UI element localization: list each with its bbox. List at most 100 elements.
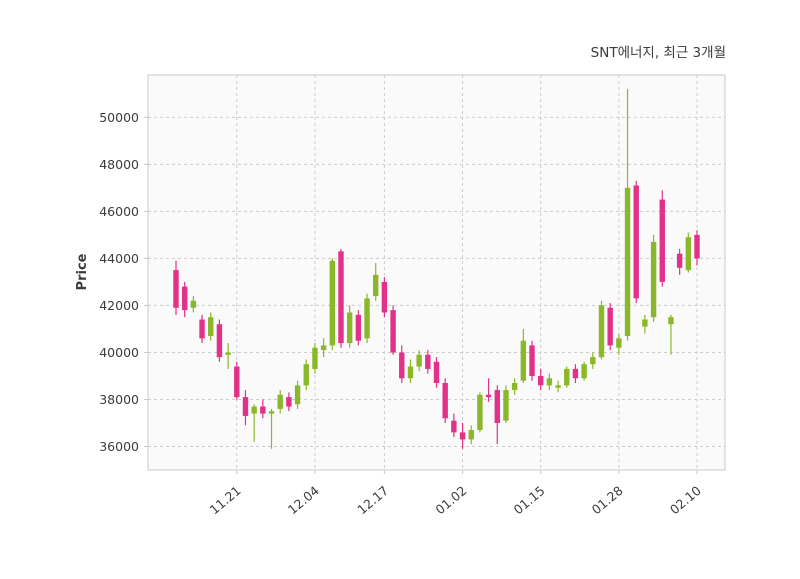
candle [477, 392, 483, 433]
candle [451, 413, 457, 438]
candle [468, 425, 474, 445]
candle-body [624, 187, 631, 336]
x-tick-label: 01.28 [589, 483, 626, 518]
candle-body [590, 357, 596, 365]
candle [572, 364, 579, 384]
candle [590, 352, 596, 369]
candle [225, 343, 231, 369]
candle [216, 319, 223, 362]
candle [320, 338, 327, 358]
y-tick-label: 50000 [99, 110, 139, 125]
candle [381, 277, 388, 318]
candle [624, 89, 631, 341]
candle [346, 305, 353, 348]
x-tick-label: 01.15 [511, 483, 548, 518]
candle [407, 359, 414, 384]
candle-body [225, 352, 231, 355]
candle [685, 232, 692, 273]
candle-body [433, 361, 440, 384]
plot-frame [147, 74, 726, 471]
candle-body [242, 397, 249, 416]
candle [442, 378, 448, 423]
candle [511, 378, 518, 395]
candle [546, 373, 553, 391]
y-tick-label: 36000 [99, 439, 139, 454]
candle-body [355, 314, 362, 341]
candle [650, 234, 657, 322]
candle-body [676, 253, 683, 268]
y-tick-label: 42000 [99, 298, 139, 313]
x-axis-ticks: 11.21 12.04 12.17 01.02 01.15 01.28 02.10 [207, 470, 704, 517]
candle [555, 380, 561, 393]
candle-body [694, 234, 700, 259]
candle [234, 361, 240, 400]
candle [694, 230, 700, 266]
candles [173, 89, 700, 449]
candle-body [390, 310, 396, 353]
candle [503, 385, 509, 423]
candle [181, 281, 188, 318]
candle [286, 392, 292, 412]
candle-body [181, 286, 188, 311]
candle-body [642, 319, 648, 327]
candle-body [511, 383, 518, 391]
y-tick-label: 46000 [99, 204, 139, 219]
candle [399, 345, 405, 384]
candle-body [173, 270, 179, 308]
candle-body [234, 366, 240, 398]
candle-body [572, 368, 579, 379]
chart-title: SNT에너지, 최근 3개월 [591, 45, 726, 61]
candle [633, 180, 639, 304]
candle [329, 258, 335, 351]
candle-body [529, 345, 535, 376]
candle-body [381, 281, 388, 313]
candle-body [320, 345, 327, 351]
candle-body [477, 394, 483, 431]
candle [208, 312, 214, 341]
candle-body [208, 317, 214, 336]
candle [538, 368, 544, 391]
candle [676, 248, 683, 275]
candle-body [485, 394, 492, 398]
y-axis-ticks: 36000 38000 40000 42000 44000 46000 48000 50000 [99, 110, 148, 454]
candle [251, 404, 257, 442]
candle-body [190, 300, 197, 308]
candle [268, 408, 275, 449]
candle [294, 380, 301, 409]
candle [494, 385, 500, 445]
candle-body [399, 352, 405, 379]
candle-body [442, 383, 448, 419]
candle [277, 390, 283, 414]
candle-body [268, 411, 275, 414]
candle [668, 314, 674, 355]
x-tick-label: 12.04 [285, 483, 322, 518]
candle-body [633, 185, 639, 299]
candle-body [468, 430, 474, 440]
y-tick-label: 38000 [99, 392, 139, 407]
candle [581, 361, 587, 381]
candle [373, 263, 379, 301]
candle-body [581, 364, 587, 379]
y-tick-label: 48000 [99, 157, 139, 172]
candle-body [659, 199, 665, 282]
candle-body [668, 317, 674, 325]
candle [416, 350, 422, 372]
candle-body [459, 432, 466, 440]
candle-body [199, 319, 205, 339]
candle-body [260, 406, 266, 414]
x-tick-label: 01.02 [432, 483, 469, 518]
candle-body [312, 347, 318, 369]
x-tick-label: 02.10 [667, 483, 704, 518]
candle [173, 260, 179, 315]
candle-body [338, 251, 344, 344]
candle [260, 399, 266, 419]
candle [199, 314, 205, 344]
candle [616, 333, 622, 355]
candle-body [407, 366, 414, 379]
candle-body [538, 375, 544, 386]
candle [520, 328, 527, 384]
candle [642, 314, 648, 334]
candle-body [346, 312, 353, 344]
candle [338, 248, 344, 348]
candle-body [546, 378, 553, 386]
